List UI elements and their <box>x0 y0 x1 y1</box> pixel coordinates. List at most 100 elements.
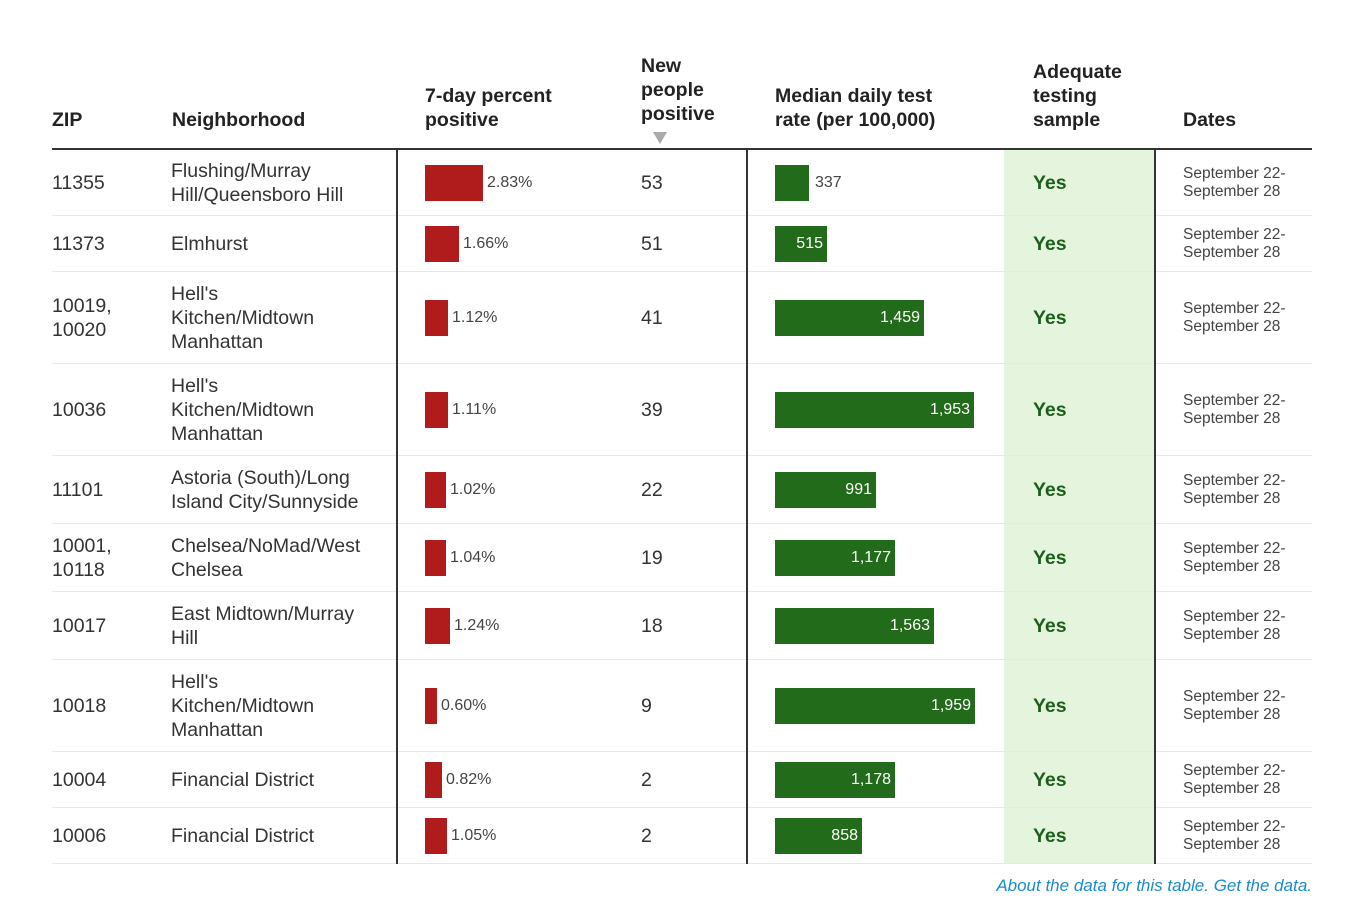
zip-cell: 11373 <box>52 216 162 271</box>
test-rate-bar: 1,953 <box>775 391 974 428</box>
neighborhood-cell: Flushing/Murray Hill/Queensboro Hill <box>171 150 386 215</box>
test-rate-label: 1,959 <box>930 696 971 714</box>
test-rate-cell: 337 <box>775 150 1005 215</box>
zip-value: 10018 <box>52 694 107 717</box>
adequate-highlight <box>1004 592 1154 659</box>
zip-value: 10001, 10118 <box>52 534 112 581</box>
adequate-sample-value: Yes <box>1033 768 1067 791</box>
neighborhood-cell: Elmhurst <box>171 216 386 271</box>
percent-positive-cell: 1.05% <box>425 808 625 863</box>
adequate-sample-cell: Yes <box>1004 364 1154 455</box>
neighborhood-line: Flushing/Murray <box>171 159 311 182</box>
adequate-highlight <box>1004 752 1154 807</box>
dates-line: September 22- <box>1183 687 1286 705</box>
percent-positive-cell: 0.60% <box>425 660 625 751</box>
dates-line: September 22- <box>1183 817 1286 835</box>
percent-positive-label: 1.12% <box>452 308 498 326</box>
test-rate-cell: 1,459 <box>775 272 1005 363</box>
dates-cell: September 22- September 28 <box>1183 272 1313 363</box>
adequate-sample-cell: Yes <box>1004 660 1154 751</box>
adequate-sample-cell: Yes <box>1004 592 1154 659</box>
new-positive-cell: 19 <box>641 524 741 591</box>
dates-line: September 28 <box>1183 317 1281 335</box>
test-rate-label: 1,178 <box>850 770 891 788</box>
percent-positive-label: 1.66% <box>463 234 509 252</box>
test-rate-label: 337 <box>815 173 842 191</box>
neighborhood-line: Kitchen/Midtown <box>171 694 315 717</box>
test-rate-cell: 1,177 <box>775 524 1005 591</box>
percent-positive-cell: 0.82% <box>425 752 625 807</box>
adequate-sample-value: Yes <box>1033 614 1067 637</box>
header-test-rate[interactable]: Median daily test rate (per 100,000) <box>775 85 936 131</box>
percent-positive-cell: 1.12% <box>425 272 625 363</box>
test-rate-cell: 858 <box>775 808 1005 863</box>
new-positive-cell: 22 <box>641 456 741 523</box>
about-data-link[interactable]: About the data for this table. <box>996 876 1209 895</box>
neighborhood-line: Hill/Queensboro Hill <box>171 183 344 206</box>
table-row: 10017 East Midtown/Murray Hill 1.24% 18 1,563… <box>52 592 1312 660</box>
new-positive-value: 19 <box>641 546 663 569</box>
percent-positive-bar <box>425 391 448 428</box>
zip-cell: 11101 <box>52 456 162 523</box>
new-positive-cell: 39 <box>641 364 741 455</box>
adequate-sample-value: Yes <box>1033 546 1067 569</box>
adequate-highlight <box>1004 660 1154 751</box>
adequate-sample-value: Yes <box>1033 306 1067 329</box>
test-rate-bar: 1,178 <box>775 761 895 798</box>
zip-value: 10036 <box>52 398 107 421</box>
table-row: 11101 Astoria (South)/Long Island City/Sun… <box>52 456 1312 524</box>
percent-positive-cell: 1.11% <box>425 364 625 455</box>
header-percent-positive[interactable]: 7-day percent positive <box>425 85 552 131</box>
header-zip[interactable]: ZIP <box>52 109 83 131</box>
neighborhood-line: Chelsea/NoMad/West <box>171 534 361 557</box>
neighborhood-line: Manhattan <box>171 330 264 353</box>
adequate-highlight <box>1004 216 1154 271</box>
dates-line: September 28 <box>1183 409 1281 427</box>
dates-cell: September 22- September 28 <box>1183 752 1313 807</box>
dates-line: September 28 <box>1183 182 1281 200</box>
dates-line: September 22- <box>1183 225 1286 243</box>
neighborhood-line: Financial District <box>171 824 315 847</box>
neighborhood-cell: Hell's Kitchen/Midtown Manhattan <box>171 272 386 363</box>
header-neighborhood[interactable]: Neighborhood <box>172 109 306 131</box>
percent-positive-label: 1.02% <box>450 480 496 498</box>
zip-cell: 10004 <box>52 752 162 807</box>
dates-line: September 22- <box>1183 607 1286 625</box>
test-rate-cell: 1,953 <box>775 364 1005 455</box>
percent-positive-label: 2.83% <box>487 173 533 191</box>
neighborhood-line: Hell's <box>171 670 219 693</box>
zip-cell: 11355 <box>52 150 162 215</box>
neighborhood-cell: Hell's Kitchen/Midtown Manhattan <box>171 364 386 455</box>
adequate-sample-cell: Yes <box>1004 752 1154 807</box>
header-new-positive[interactable]: New people positive <box>641 54 761 144</box>
adequate-highlight <box>1004 808 1154 863</box>
test-rate-label: 515 <box>796 234 823 252</box>
test-rate-bar: 1,563 <box>775 607 934 644</box>
dates-line: September 28 <box>1183 625 1281 643</box>
test-rate-label: 1,953 <box>929 400 970 418</box>
test-rate-label: 1,459 <box>879 308 920 326</box>
header-dates[interactable]: Dates <box>1183 109 1237 131</box>
dates-cell: September 22- September 28 <box>1183 524 1313 591</box>
test-rate-label: 991 <box>845 480 872 498</box>
zip-cell: 10001, 10118 <box>52 524 162 591</box>
percent-positive-cell: 1.02% <box>425 456 625 523</box>
test-rate-bar: 858 <box>775 817 862 854</box>
header-adequate-sample[interactable]: Adequate testing sample <box>1033 61 1122 131</box>
get-data-link[interactable]: Get the data. <box>1213 876 1312 895</box>
adequate-highlight <box>1004 364 1154 455</box>
test-rate-bar: 991 <box>775 471 876 508</box>
adequate-highlight <box>1004 524 1154 591</box>
test-rate-bar: 1,459 <box>775 299 924 336</box>
zip-cell: 10018 <box>52 660 162 751</box>
adequate-sample-value: Yes <box>1033 398 1067 421</box>
covid-zip-table: ZIP Neighborhood 7-day percent positive … <box>52 0 1312 864</box>
new-positive-cell: 9 <box>641 660 741 751</box>
adequate-sample-value: Yes <box>1033 694 1067 717</box>
percent-positive-cell: 2.83% <box>425 150 625 215</box>
adequate-highlight <box>1004 272 1154 363</box>
dates-line: September 22- <box>1183 539 1286 557</box>
column-divider <box>396 150 398 864</box>
test-rate-label: 1,177 <box>850 548 891 566</box>
test-rate-label: 858 <box>831 826 858 844</box>
